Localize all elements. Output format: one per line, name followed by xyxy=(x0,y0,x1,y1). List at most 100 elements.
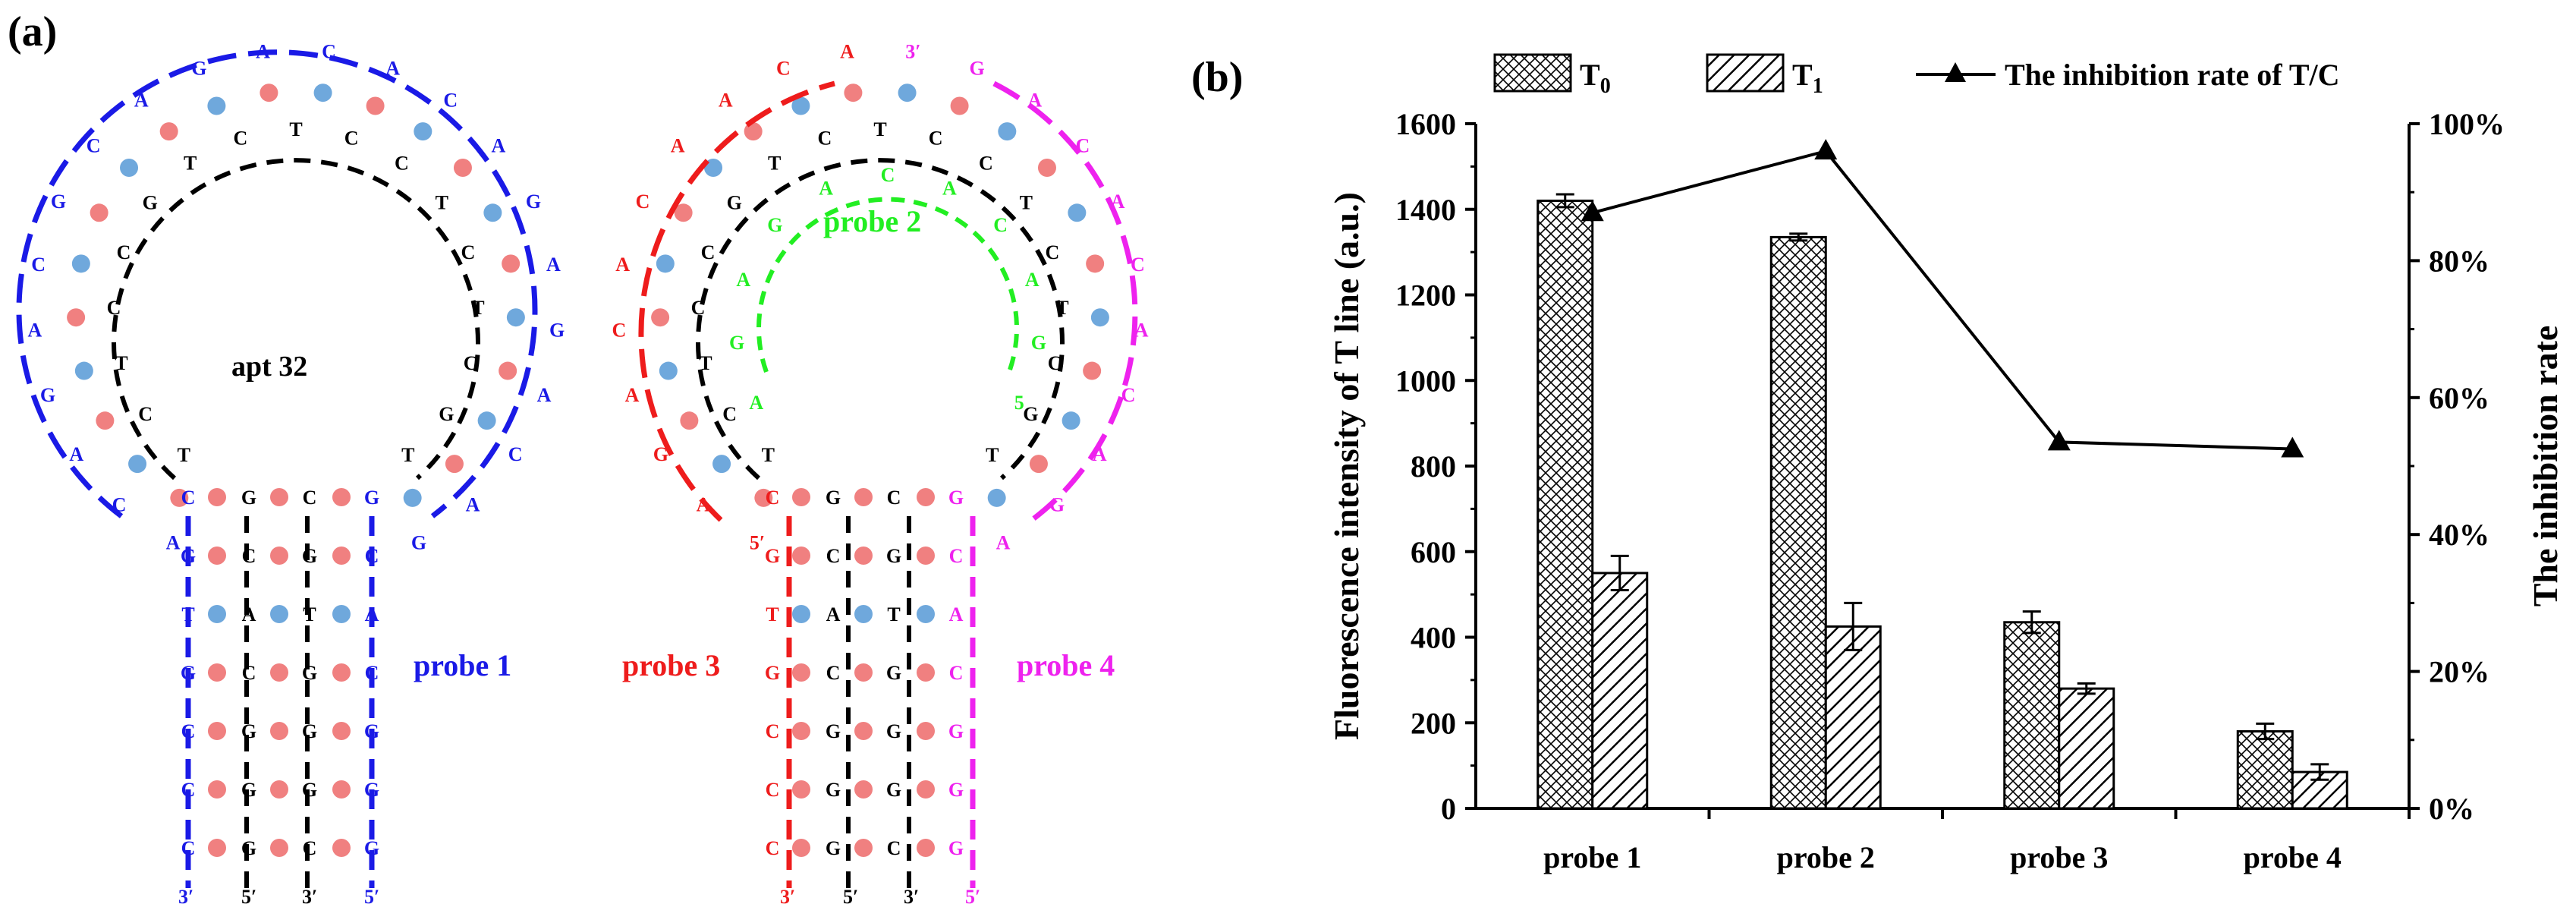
loop-base-pair-dot xyxy=(502,254,521,273)
stem-base-pair-dot xyxy=(270,547,288,565)
loop-base-pair-dot xyxy=(754,488,773,507)
aptamer-loop-nucleotide: C xyxy=(817,127,832,149)
probe2-nucleotide: C xyxy=(881,164,895,186)
stem-nucleotide: C xyxy=(766,487,780,509)
probe1-loop-strand xyxy=(16,49,538,518)
probe-loop-nucleotide: A xyxy=(166,532,181,554)
y-right-tick-label: 40% xyxy=(2429,518,2490,552)
probe2-nucleotide: A xyxy=(749,392,763,414)
apt32-label: apt 32 xyxy=(231,351,307,383)
apt2-5-end: 5′ xyxy=(843,886,858,908)
stem-base-pair-dot xyxy=(854,547,873,565)
loop-base-pair-dot xyxy=(207,96,226,115)
stem-base-pair-dot xyxy=(270,663,288,682)
stem-base-pair-dot xyxy=(332,839,351,857)
probe-loop-nucleotide: C xyxy=(31,254,46,276)
stem-nucleotide: G xyxy=(765,662,780,684)
stem-nucleotide: C xyxy=(766,837,780,859)
aptamer-loop-nucleotide: C xyxy=(233,127,247,149)
stem-nucleotide: C xyxy=(766,779,780,801)
loop-base-pair-dot xyxy=(170,488,189,507)
stem-base-pair-dot xyxy=(792,780,810,799)
loop-base-pair-dot xyxy=(366,96,385,115)
stem-nucleotide: G xyxy=(826,720,841,742)
stem-base-pair-dot xyxy=(332,780,351,799)
y-right-tick-label: 80% xyxy=(2429,244,2490,278)
aptamer-loop-nucleotide: T xyxy=(986,444,999,466)
loop-base-pair-dot xyxy=(259,83,278,102)
stem-base-pair-dot xyxy=(854,488,873,506)
legend-rate-label: The inhibition rate of T/C xyxy=(2005,58,2340,92)
loop-base-pair-dot xyxy=(791,96,810,115)
stem-nucleotide: G xyxy=(826,837,841,859)
stem-nucleotide: C xyxy=(826,662,841,684)
loop-base-pair-dot xyxy=(844,83,863,102)
y-tick-label: 200 xyxy=(1411,706,1456,740)
aptamer-loop-nucleotide: T xyxy=(762,444,775,466)
stem-nucleotide: A xyxy=(949,603,964,625)
panel-b-label: (b) xyxy=(1191,54,1243,101)
aptamer-loop-nucleotide: T xyxy=(1020,191,1033,213)
aptamer-loop-nucleotide: G xyxy=(439,403,454,425)
x-ticks: probe 1 probe 2 probe 3 probe 4 xyxy=(1543,808,2411,874)
loop-base-pair-dot xyxy=(499,361,517,380)
probe4-loop-strand xyxy=(992,80,1138,522)
aptamer-loop-nucleotide: C xyxy=(929,127,943,149)
bar-t1-1 xyxy=(1591,572,1649,810)
loop-base-pair-dot xyxy=(120,159,139,178)
stem-base-pair-dot xyxy=(854,780,873,799)
loop-base-pair-dot xyxy=(1029,455,1048,474)
probe-loop-nucleotide: G xyxy=(51,191,66,213)
stem-nucleotide: C xyxy=(766,720,780,742)
stem-base-pair-dot xyxy=(270,488,288,506)
y-tick-label: 800 xyxy=(1411,449,1456,484)
probe4-5-end: 5′ xyxy=(965,886,980,908)
y-axis-label: Fluorescence intensity of T line (a.u.) xyxy=(1327,192,1366,740)
aptamer-loop-strand xyxy=(112,158,480,480)
y-axis-right-label: The inhibition rate xyxy=(2526,326,2565,607)
stem-base-pair-dot xyxy=(917,547,935,565)
probe2-nucleotide: A xyxy=(1025,269,1040,291)
probe-loop-nucleotide: C xyxy=(1121,384,1136,406)
inhibition-rate-point xyxy=(2047,430,2071,451)
loop-base-pair-dot xyxy=(674,203,693,222)
stem-base-pair-dot xyxy=(270,839,288,857)
stem-base-pair-dot xyxy=(917,839,935,857)
loop-base-pair-dot xyxy=(659,361,678,380)
loop-base-pair-dot xyxy=(651,308,670,327)
loop-base-pair-dot xyxy=(477,411,496,430)
aptamer-loop-nucleotide: T xyxy=(184,153,197,175)
stem-base-pair-dot xyxy=(208,722,226,740)
x-tick-label: probe 4 xyxy=(2244,840,2342,874)
bar-t0-2 xyxy=(1769,235,1827,810)
aptamer-loop-nucleotide: C xyxy=(344,127,359,149)
loop-base-pair-dot xyxy=(950,96,969,115)
probe-loop-nucleotide: A xyxy=(27,320,42,342)
y-right-tick-label: 20% xyxy=(2429,655,2490,689)
loop-base-pair-dot xyxy=(998,122,1017,141)
stem-nucleotide: C xyxy=(826,545,841,567)
stem-nucleotide: A xyxy=(242,603,256,625)
stem-base-pair-dot xyxy=(792,663,810,682)
legend-rate-marker xyxy=(1945,62,1966,82)
loop-base-pair-dot xyxy=(313,83,332,102)
stem-nucleotide: G xyxy=(826,487,841,509)
aptamer-loop-nucleotide: T xyxy=(401,444,414,466)
stem-base-pair-dot xyxy=(854,722,873,740)
probe-loop-nucleotide: C xyxy=(443,90,458,112)
probe2-nucleotide: G xyxy=(767,214,782,236)
y-right-tick-label: 0% xyxy=(2429,792,2474,826)
stem-nucleotide: G xyxy=(948,837,964,859)
inhibition-rate-polyline xyxy=(1592,149,2293,451)
aptamer-loop-nucleotide: C xyxy=(117,241,131,263)
stem-nucleotide: C xyxy=(303,487,317,509)
aptamer-loop-nucleotide: G xyxy=(143,191,158,213)
stem-nucleotide: G xyxy=(364,837,379,859)
stem-base-pair-dot xyxy=(332,547,351,565)
stem-nucleotide: G xyxy=(948,487,964,509)
aptamer-loop-nucleotide: G xyxy=(1023,403,1038,425)
probe-loop-nucleotide: C xyxy=(86,134,101,156)
stem-base-pair-dot xyxy=(792,605,810,623)
probe-loop-nucleotide: 3′ xyxy=(905,41,920,63)
aptamer-loop-nucleotide: C xyxy=(722,403,737,425)
